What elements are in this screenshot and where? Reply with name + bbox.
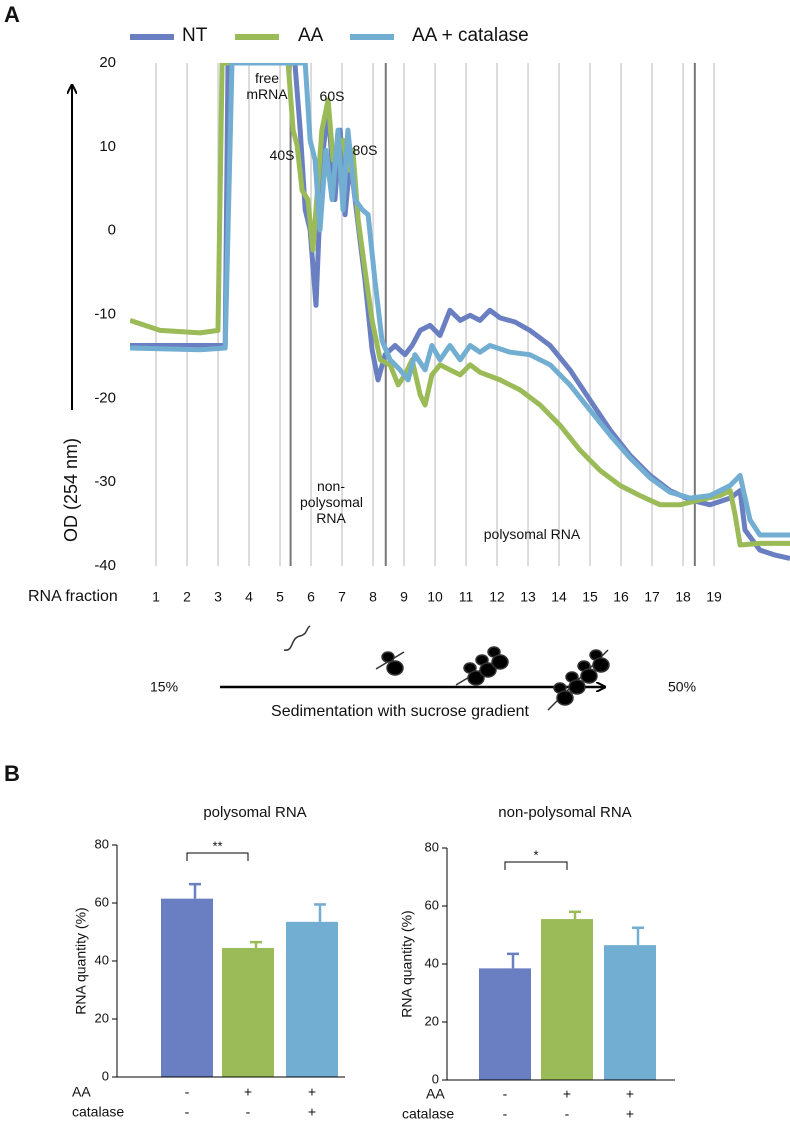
y-tick-label: 80 [95,836,109,851]
chart-title: polysomal RNA [203,804,306,821]
condition-sign: - [185,1104,190,1120]
condition-sign: + [308,1084,316,1100]
condition-sign: + [626,1106,634,1122]
y-axis-label: OD (254 nm) [61,438,81,542]
significance-bracket [186,852,249,861]
x-axis-label: RNA fraction [28,588,118,605]
y-tick-label: 20 [425,1013,439,1028]
bar [479,968,531,1080]
panel-label: B [4,761,20,786]
plot-lines [130,63,790,561]
condition-sign: - [503,1086,508,1102]
annotation: polysomal RNA [483,526,581,542]
y-tick-label: 60 [425,897,439,912]
y-tick-label: 0 [108,222,116,239]
y-tick-label: 20 [99,54,116,71]
condition-sign: - [185,1084,190,1100]
chart-title: non-polysomal RNA [498,804,631,821]
x-tick-label: 9 [400,589,408,605]
x-tick-label: 19 [706,589,722,605]
legend-label: AA [298,25,324,46]
x-tick-label: 6 [307,589,315,605]
condition-sign: - [565,1106,570,1122]
y-axis-label: RNA quantity (%) [399,910,415,1017]
condition-name: AA [426,1086,445,1102]
x-tick-label: 15 [582,589,598,605]
series-line [130,63,790,548]
x-tick-label: 11 [459,589,474,605]
x-tick-label: 13 [520,589,536,605]
y-tick-label: 60 [95,894,109,909]
bar [286,921,338,1077]
y-tick-label: -10 [94,305,116,322]
x-tick-label: 4 [245,589,253,605]
bar [222,947,274,1077]
condition-sign: - [246,1104,251,1120]
annotation: non-polysomal RNA [300,478,364,526]
y-tick-label: -30 [94,473,116,490]
condition-sign: + [308,1104,316,1120]
annotation: 60S [319,88,345,104]
annotation: free mRNA [246,70,288,102]
bar [604,945,656,1080]
x-tick-label: 1 [152,589,160,605]
y-tick-label: 40 [425,955,439,970]
y-tick-label: 0 [102,1068,109,1083]
y-tick-label: 0 [432,1071,439,1086]
legend-label: NT [182,25,208,46]
gradient-high: 50% [668,679,696,695]
significance-bracket [504,861,568,870]
x-tick-label: 14 [551,589,567,605]
annotation: 80S [352,142,378,158]
x-tick-label: 12 [489,589,505,605]
y-tick-label: 80 [425,839,439,854]
x-tick-label: 3 [214,589,222,605]
gradient-label: Sedimentation with sucrose gradient [271,703,529,720]
condition-sign: + [626,1086,634,1102]
significance-label: ** [212,838,222,853]
bar [541,919,593,1080]
condition-name: catalase [72,1104,124,1120]
x-tick-label: 17 [644,589,660,605]
annotation: 40S [269,147,295,163]
x-tick-label: 5 [276,589,284,605]
x-tick-label: 8 [369,589,377,605]
x-tick-label: 16 [613,589,629,605]
y-tick-label: 40 [95,952,109,967]
series-line [130,63,790,538]
y-tick-label: 20 [95,1010,109,1025]
condition-name: catalase [402,1106,454,1122]
x-tick-label: 18 [675,589,691,605]
y-tick-label: -40 [94,557,116,574]
y-tick-label: -20 [94,389,116,406]
bar [161,898,213,1077]
panel-label: A [4,2,20,27]
y-axis-label: RNA quantity (%) [73,907,89,1014]
y-tick-label: 10 [99,138,116,155]
condition-sign: - [503,1106,508,1122]
significance-label: * [533,847,538,862]
ribosome-icons [283,625,610,711]
condition-name: AA [72,1084,91,1100]
condition-sign: + [563,1086,571,1102]
x-tick-label: 2 [183,589,191,605]
legend-label: AA + catalase [412,25,529,46]
x-tick-label: 7 [338,589,346,605]
gradient-low: 15% [150,679,178,695]
x-tick-label: 10 [427,589,443,605]
condition-sign: + [244,1084,252,1100]
